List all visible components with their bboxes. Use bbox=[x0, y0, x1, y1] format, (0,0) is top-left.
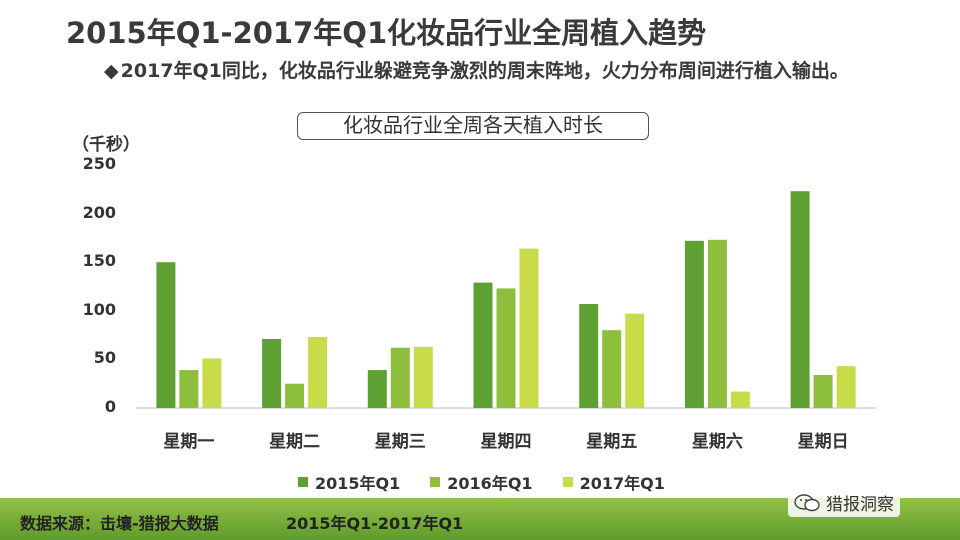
y-tick-label: 250 bbox=[82, 154, 116, 173]
bar-2015年Q1-星期二 bbox=[262, 339, 282, 408]
wechat-icon bbox=[794, 493, 820, 511]
chart-legend: 2015年Q1 2016年Q1 2017年Q1 bbox=[298, 470, 695, 494]
legend-label: 2017年Q1 bbox=[579, 474, 665, 493]
bar-2015年Q1-星期一 bbox=[156, 262, 176, 408]
bar-2015年Q1-星期六 bbox=[684, 240, 704, 408]
chart-title: 化妆品行业全周各天植入时长 bbox=[297, 112, 649, 140]
bar-2016年Q1-星期一 bbox=[179, 370, 199, 408]
footer-source: 数据来源：击壤-猎报大数据 bbox=[20, 514, 219, 533]
legend-item: 2016年Q1 bbox=[430, 470, 533, 494]
page-title: 2015年Q1-2017年Q1化妆品行业全周植入趋势 bbox=[66, 16, 707, 50]
x-tick-label: 星期五 bbox=[586, 432, 638, 452]
bullet-marker: ◆ bbox=[104, 60, 119, 82]
x-tick-label: 星期日 bbox=[797, 432, 849, 452]
legend-swatch bbox=[298, 477, 308, 487]
y-tick-label: 0 bbox=[104, 397, 116, 416]
bar-2016年Q1-星期三 bbox=[390, 347, 410, 408]
x-tick-label: 星期六 bbox=[691, 432, 743, 452]
legend-swatch bbox=[562, 477, 573, 487]
y-axis-unit: （千秒） bbox=[72, 135, 140, 155]
y-tick-label: 150 bbox=[82, 251, 116, 271]
bar-2017年Q1-星期四 bbox=[519, 248, 539, 408]
bar-2017年Q1-星期三 bbox=[413, 346, 433, 408]
bar-2017年Q1-星期五 bbox=[625, 313, 645, 408]
legend-item: 2017年Q1 bbox=[562, 470, 665, 494]
summary-text: ◆ 2017年Q1同比，化妆品行业躲避竞争激烈的周末阵地，火力分布周间进行植入输出… bbox=[104, 58, 924, 85]
y-tick-label: 100 bbox=[82, 299, 116, 319]
legend-swatch bbox=[430, 477, 441, 487]
bar-2017年Q1-星期一 bbox=[202, 358, 222, 408]
x-tick-label: 星期三 bbox=[374, 432, 426, 452]
brand-logo: 猎报洞察 bbox=[788, 488, 900, 517]
y-tick-label: 200 bbox=[82, 202, 116, 222]
footer-period: 2015年Q1-2017年Q1 bbox=[286, 514, 464, 533]
bar-2016年Q1-星期日 bbox=[813, 375, 833, 408]
y-tick-label: 50 bbox=[93, 348, 116, 368]
bar-2016年Q1-星期五 bbox=[602, 330, 622, 408]
bar-2017年Q1-星期日 bbox=[836, 366, 856, 408]
bar-2017年Q1-星期二 bbox=[308, 337, 328, 408]
x-tick-label: 星期一 bbox=[163, 432, 215, 452]
bar-2015年Q1-星期日 bbox=[790, 191, 810, 408]
brand-name: 猎报洞察 bbox=[826, 495, 894, 515]
bar-2017年Q1-星期六 bbox=[730, 391, 750, 408]
legend-item: 2015年Q1 bbox=[298, 470, 400, 494]
x-tick-label: 星期四 bbox=[480, 432, 532, 452]
bar-2016年Q1-星期四 bbox=[496, 288, 516, 408]
bar-2015年Q1-星期三 bbox=[367, 370, 387, 408]
legend-label: 2016年Q1 bbox=[447, 474, 533, 493]
legend-label: 2015年Q1 bbox=[315, 474, 401, 493]
bar-2015年Q1-星期五 bbox=[579, 304, 599, 408]
bar-2016年Q1-星期六 bbox=[707, 239, 727, 408]
bar-2015年Q1-星期四 bbox=[473, 282, 493, 408]
bar-2016年Q1-星期二 bbox=[285, 383, 305, 408]
summary-body: 2017年Q1同比，化妆品行业躲避竞争激烈的周末阵地，火力分布周间进行植入输出。 bbox=[120, 60, 849, 82]
x-tick-label: 星期二 bbox=[269, 432, 321, 452]
